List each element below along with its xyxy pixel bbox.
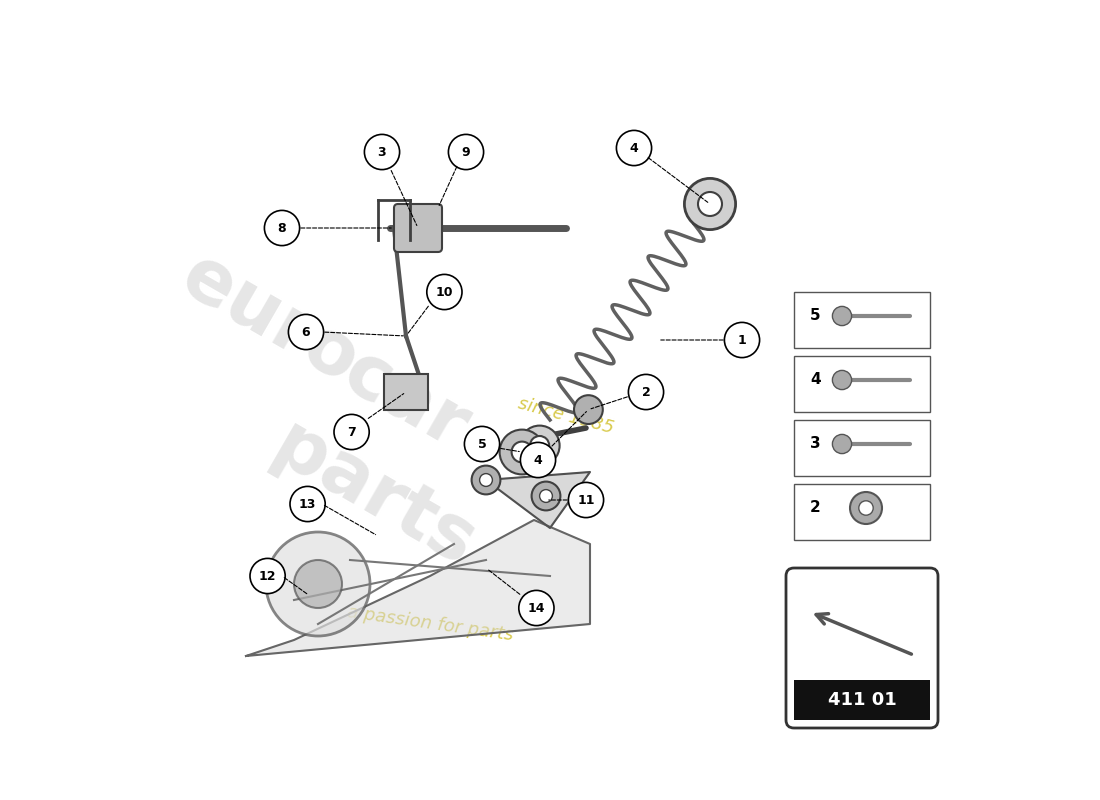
Text: 4: 4 (629, 142, 638, 154)
Circle shape (264, 210, 299, 246)
Circle shape (499, 430, 544, 474)
Text: 12: 12 (258, 570, 276, 582)
Text: car: car (330, 335, 482, 465)
Circle shape (859, 501, 873, 515)
Circle shape (850, 492, 882, 524)
Text: since 1985: since 1985 (516, 394, 616, 438)
Circle shape (833, 370, 851, 390)
Text: a passion for parts: a passion for parts (345, 603, 514, 645)
Circle shape (833, 306, 851, 326)
FancyBboxPatch shape (794, 680, 930, 720)
Text: 6: 6 (301, 326, 310, 338)
FancyBboxPatch shape (794, 420, 930, 476)
Circle shape (684, 178, 736, 230)
Circle shape (531, 482, 560, 510)
Text: parts: parts (260, 409, 488, 583)
Circle shape (725, 322, 760, 358)
FancyBboxPatch shape (394, 204, 442, 252)
Circle shape (569, 482, 604, 518)
Circle shape (540, 490, 552, 502)
Text: 13: 13 (299, 498, 317, 510)
Text: euro: euro (168, 240, 372, 400)
FancyBboxPatch shape (794, 356, 930, 412)
Text: 2: 2 (810, 501, 821, 515)
Text: 5: 5 (810, 309, 821, 323)
Circle shape (698, 192, 722, 216)
Circle shape (364, 134, 399, 170)
Circle shape (519, 590, 554, 626)
Text: 5: 5 (477, 438, 486, 450)
Circle shape (288, 314, 323, 350)
Text: 4: 4 (810, 373, 821, 387)
Circle shape (519, 426, 560, 466)
Text: 7: 7 (348, 426, 356, 438)
Circle shape (833, 434, 851, 454)
Circle shape (294, 560, 342, 608)
FancyBboxPatch shape (794, 292, 930, 348)
Circle shape (472, 466, 500, 494)
Text: 2: 2 (641, 386, 650, 398)
Circle shape (512, 442, 532, 462)
Circle shape (334, 414, 370, 450)
Circle shape (616, 130, 651, 166)
Circle shape (574, 395, 603, 424)
Text: 411 01: 411 01 (827, 691, 896, 709)
Polygon shape (486, 472, 590, 528)
Circle shape (520, 442, 556, 478)
Polygon shape (246, 520, 590, 656)
Circle shape (290, 486, 326, 522)
Circle shape (427, 274, 462, 310)
Text: 3: 3 (377, 146, 386, 158)
FancyBboxPatch shape (786, 568, 938, 728)
Text: 14: 14 (528, 602, 546, 614)
Circle shape (464, 426, 499, 462)
FancyBboxPatch shape (794, 484, 930, 540)
Text: 4: 4 (534, 454, 542, 466)
Text: 10: 10 (436, 286, 453, 298)
Text: 1: 1 (738, 334, 747, 346)
Text: 9: 9 (462, 146, 471, 158)
Text: 8: 8 (277, 222, 286, 234)
Circle shape (250, 558, 285, 594)
FancyBboxPatch shape (384, 374, 428, 410)
Text: 11: 11 (578, 494, 595, 506)
Circle shape (530, 436, 549, 455)
Text: 3: 3 (810, 437, 821, 451)
Circle shape (266, 532, 370, 636)
Circle shape (449, 134, 484, 170)
FancyBboxPatch shape (150, 0, 950, 800)
Circle shape (480, 474, 493, 486)
Circle shape (628, 374, 663, 410)
